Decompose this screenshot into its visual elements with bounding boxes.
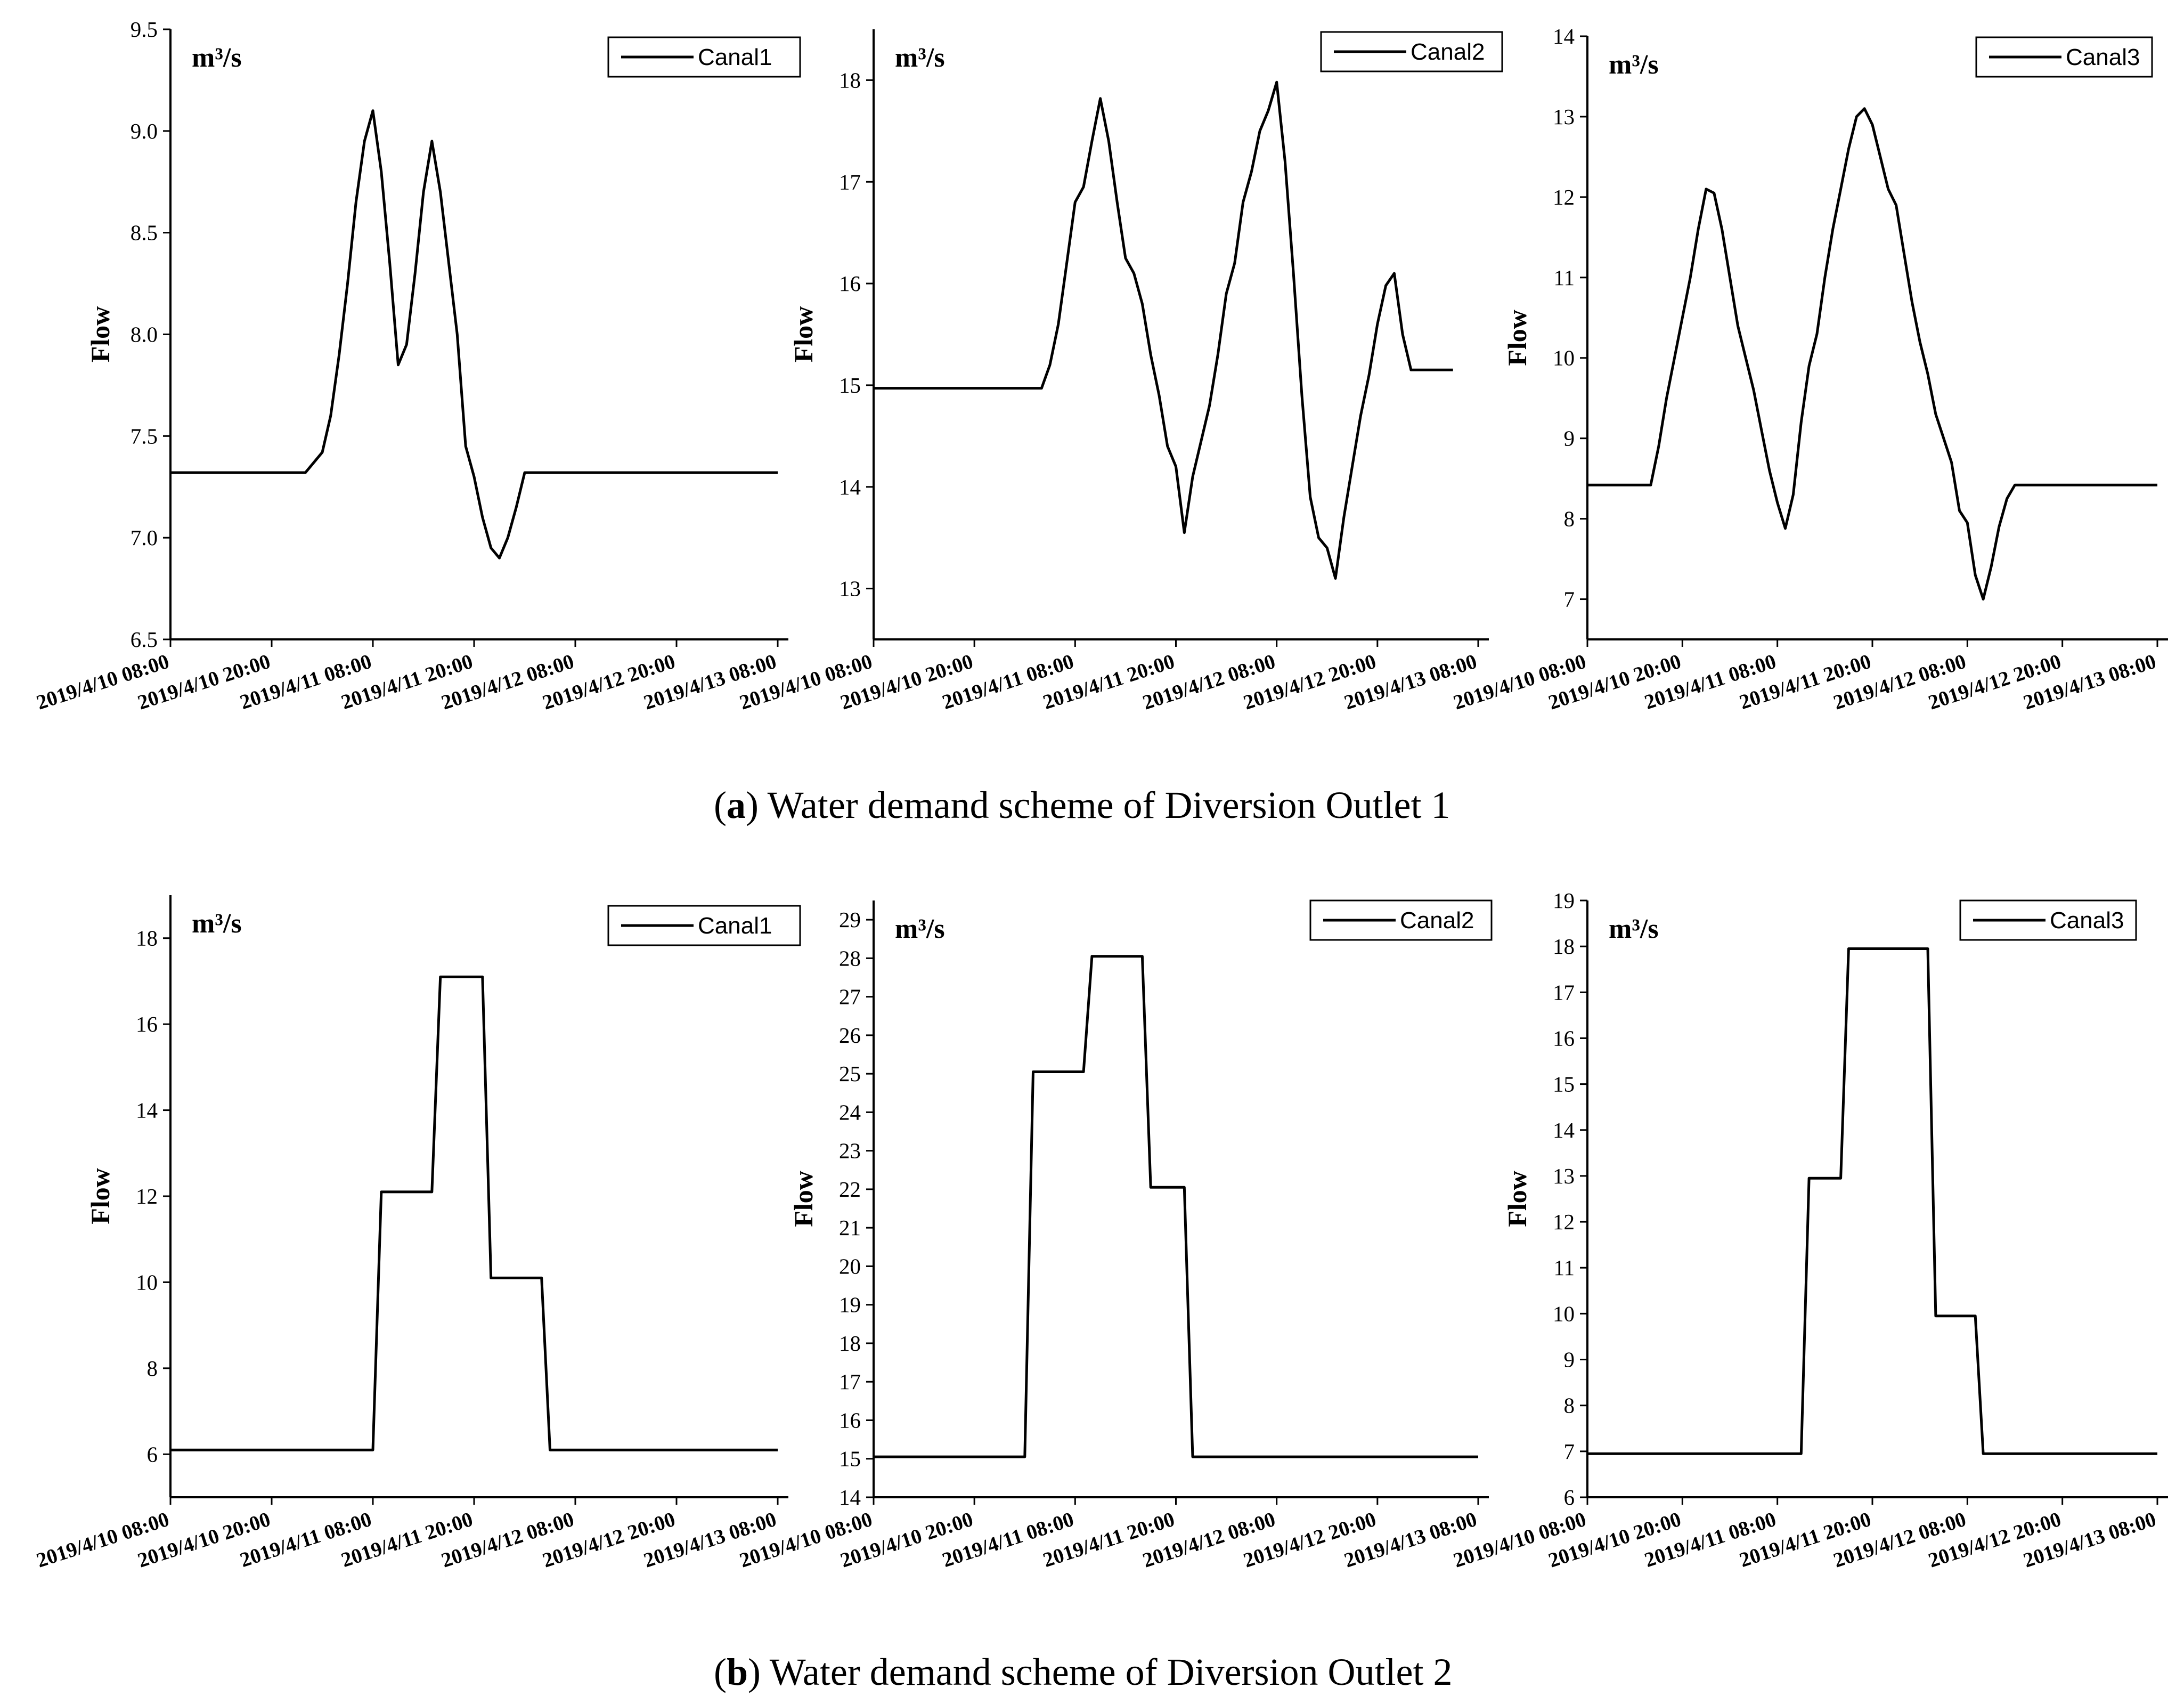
- y-tick-label: 19: [839, 1293, 861, 1317]
- y-axis-label: Flow: [788, 306, 818, 363]
- y-tick-label: 14: [839, 1485, 861, 1510]
- y-tick-label: 12: [1553, 1210, 1575, 1234]
- y-tick-label: 8: [1564, 507, 1575, 531]
- legend: Canal2: [1309, 899, 1493, 941]
- unit-label: m³/s: [192, 43, 242, 73]
- y-tick-label: 6.5: [131, 627, 158, 652]
- y-tick-label: 14: [1553, 24, 1575, 48]
- y-tick-label: 18: [839, 1331, 861, 1356]
- y-tick-label: 9: [1564, 426, 1575, 451]
- y-tick-label: 26: [839, 1023, 861, 1048]
- y-tick-label: 17: [839, 1369, 861, 1394]
- legend-label: Canal1: [698, 44, 772, 70]
- y-tick-label: 8.5: [131, 221, 158, 245]
- caption-a: (a) Water demand scheme of Diversion Out…: [714, 784, 1450, 826]
- series-line-canal2: [874, 80, 1453, 580]
- legend-label: Canal2: [1411, 39, 1485, 65]
- series-line-canal2: [874, 955, 1478, 1458]
- y-tick-label: 18: [136, 926, 158, 951]
- y-tick-label: 22: [839, 1177, 861, 1202]
- chart-b2: 141516171819202122232425262728292019/4/1…: [737, 899, 1493, 1572]
- y-tick-label: 25: [839, 1061, 861, 1086]
- unit-label: m³/s: [1609, 50, 1659, 80]
- unit-label: m³/s: [895, 914, 945, 944]
- series-line-canal1: [170, 109, 778, 559]
- y-tick-label: 15: [839, 1447, 861, 1471]
- legend-label: Canal3: [2050, 907, 2124, 934]
- y-tick-label: 13: [1553, 1164, 1575, 1188]
- y-axis-label: Flow: [1502, 310, 1532, 366]
- y-tick-label: 10: [1553, 1301, 1575, 1326]
- y-tick-label: 16: [136, 1012, 158, 1036]
- y-tick-label: 27: [839, 985, 861, 1009]
- y-axis-label: Flow: [85, 306, 115, 363]
- y-tick-label: 11: [1554, 1255, 1575, 1280]
- y-tick-label: 7.0: [131, 525, 158, 550]
- y-axis-label: Flow: [85, 1168, 115, 1224]
- y-tick-label: 12: [136, 1184, 158, 1208]
- y-tick-label: 7: [1564, 587, 1575, 612]
- y-tick-label: 14: [136, 1098, 158, 1123]
- y-tick-label: 8: [147, 1356, 158, 1381]
- caption-b: (b) Water demand scheme of Diversion Out…: [714, 1651, 1453, 1693]
- y-tick-label: 16: [839, 1408, 861, 1432]
- y-tick-label: 21: [839, 1215, 861, 1240]
- unit-label: m³/s: [895, 43, 945, 73]
- y-tick-label: 15: [839, 373, 861, 397]
- y-tick-label: 7: [1564, 1439, 1575, 1464]
- y-tick-label: 20: [839, 1254, 861, 1278]
- y-tick-label: 23: [839, 1139, 861, 1163]
- y-tick-label: 9: [1564, 1348, 1575, 1372]
- unit-label: m³/s: [192, 908, 242, 939]
- y-tick-label: 11: [1554, 265, 1575, 290]
- series-line-canal1: [170, 975, 778, 1451]
- y-tick-label: 16: [1553, 1026, 1575, 1050]
- y-tick-label: 8.0: [131, 322, 158, 347]
- y-tick-label: 24: [839, 1100, 861, 1124]
- y-tick-label: 16: [839, 271, 861, 296]
- y-tick-label: 7.5: [131, 424, 158, 448]
- legend: Canal3: [1959, 899, 2137, 941]
- series-line-canal3: [1587, 107, 2157, 601]
- y-tick-label: 10: [136, 1270, 158, 1294]
- legend: Canal3: [1975, 36, 2153, 78]
- y-tick-label: 9.5: [131, 17, 158, 42]
- y-axis-label: Flow: [1502, 1171, 1532, 1227]
- y-tick-label: 19: [1553, 888, 1575, 913]
- y-tick-label: 8: [1564, 1393, 1575, 1418]
- series-line-canal3: [1587, 947, 2157, 1455]
- y-tick-label: 14: [839, 475, 861, 499]
- y-tick-label: 6: [147, 1442, 158, 1466]
- legend-label: Canal3: [2066, 44, 2140, 70]
- y-tick-label: 6: [1564, 1485, 1575, 1510]
- y-tick-label: 29: [839, 907, 861, 932]
- y-tick-label: 10: [1553, 346, 1575, 370]
- unit-label: m³/s: [1609, 914, 1659, 944]
- y-tick-label: 12: [1553, 185, 1575, 209]
- y-tick-label: 18: [839, 68, 861, 92]
- y-tick-label: 17: [1553, 980, 1575, 1004]
- y-tick-label: 13: [1553, 104, 1575, 129]
- y-tick-label: 17: [839, 169, 861, 194]
- y-tick-label: 15: [1553, 1072, 1575, 1097]
- legend-label: Canal1: [698, 913, 772, 939]
- y-tick-label: 18: [1553, 934, 1575, 959]
- y-axis-label: Flow: [788, 1171, 818, 1227]
- legend-label: Canal2: [1400, 907, 1474, 934]
- legend: Canal1: [607, 36, 801, 78]
- y-tick-label: 14: [1553, 1118, 1575, 1142]
- legend: Canal2: [1320, 31, 1503, 72]
- y-tick-label: 28: [839, 946, 861, 970]
- y-tick-label: 9.0: [131, 119, 158, 143]
- y-tick-label: 13: [839, 577, 861, 601]
- legend: Canal1: [607, 905, 801, 946]
